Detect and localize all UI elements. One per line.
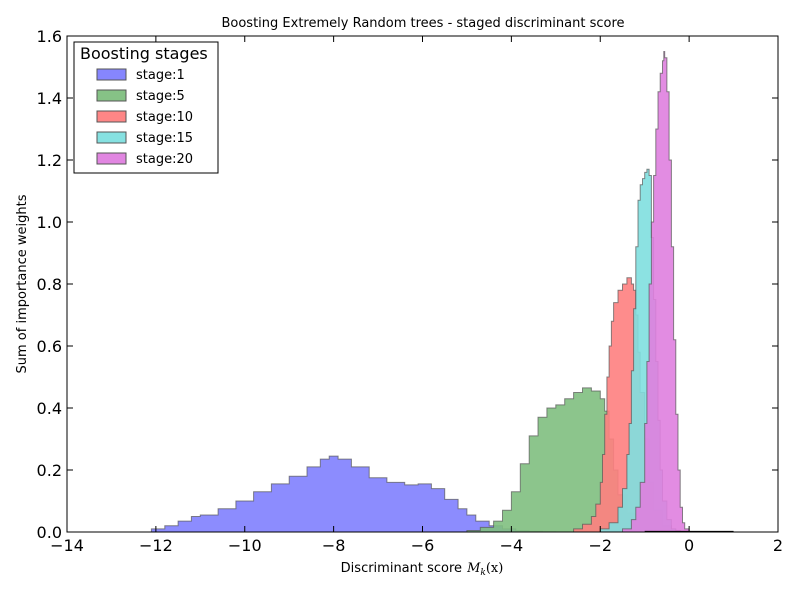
- y-tick-label: 0.4: [37, 399, 62, 418]
- series-layer: [138, 51, 734, 533]
- legend-label-2: stage:5: [136, 89, 185, 104]
- legend-label-5: stage:20: [136, 152, 193, 167]
- x-axis-label-text: Discriminant score: [341, 561, 462, 576]
- y-tick-label: 0.6: [37, 337, 62, 356]
- y-tick-label: 0.2: [37, 461, 62, 480]
- legend: Boosting stages stage:1stage:5stage:10st…: [73, 41, 219, 174]
- x-tick-label: −6: [411, 536, 435, 555]
- y-axis-label: Sum of importance weights: [15, 194, 30, 373]
- y-tick-label: 0.8: [37, 275, 62, 294]
- legend-swatch-4: [96, 131, 127, 144]
- x-tick-label: −4: [500, 536, 524, 555]
- x-axis-label: Discriminant score Mk(x): [341, 561, 504, 578]
- y-tick-label: 1.6: [37, 27, 62, 46]
- x-tick-label: 0: [684, 536, 694, 555]
- x-tick-label: −10: [228, 536, 262, 555]
- x-tick-label: −12: [139, 536, 173, 555]
- x-axis-math-arg: (x): [486, 561, 503, 576]
- chart-title: Boosting Extremely Random trees - staged…: [221, 16, 624, 31]
- legend-box: [73, 41, 219, 174]
- x-axis-math-symbol: M: [466, 561, 481, 576]
- legend-swatch-5: [96, 152, 127, 165]
- legend-title: Boosting stages: [80, 44, 208, 63]
- x-axis-math-sub: k: [480, 568, 485, 578]
- legend-label-4: stage:15: [136, 131, 193, 146]
- legend-swatch-1: [96, 68, 127, 81]
- legend-label-1: stage:1: [136, 68, 185, 83]
- y-tick-label: 0.0: [37, 523, 62, 542]
- legend-label-3: stage:10: [136, 110, 193, 125]
- y-tick-label: 1.2: [37, 151, 62, 170]
- x-tick-label: 2: [773, 536, 783, 555]
- x-tick-label: −8: [322, 536, 346, 555]
- legend-swatch-3: [96, 110, 127, 123]
- y-tick-label: 1.4: [37, 89, 62, 108]
- series-area-5: [609, 51, 690, 533]
- x-tick-label: −14: [50, 536, 84, 555]
- x-tick-label: −2: [588, 536, 612, 555]
- axis-ticks: −14 −12 −10 −8 −6 −4 −2 0 2 0.0 0.2 0.4 0.6 0.8 1.0 1.2…: [37, 27, 784, 555]
- y-tick-label: 1.0: [37, 213, 62, 232]
- legend-swatch-2: [96, 89, 127, 102]
- legend-items: stage:1 stage:5 stage:10 stage:15 stage:20: [96, 68, 193, 167]
